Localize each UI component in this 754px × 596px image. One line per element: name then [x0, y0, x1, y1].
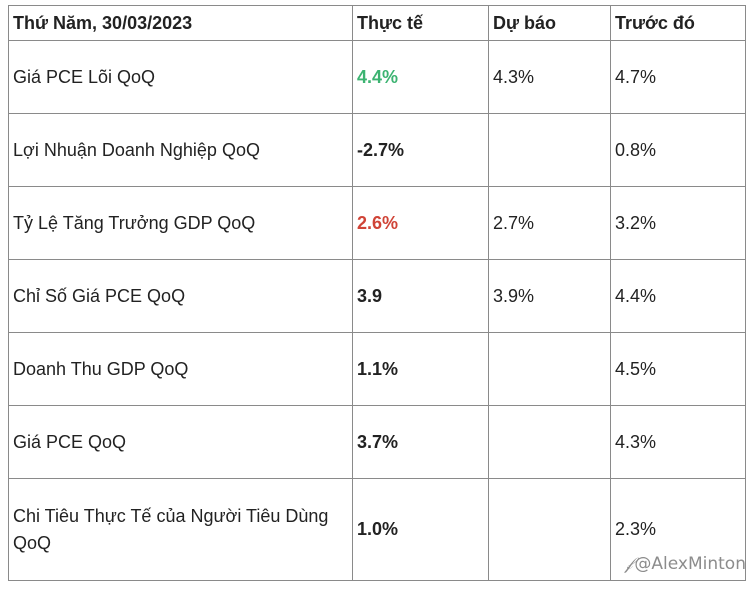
- actual-value: 2.6%: [352, 186, 489, 260]
- table-row: Doanh Thu GDP QoQ 1.1% 4.5%: [8, 332, 746, 406]
- forecast-value: [488, 478, 611, 581]
- header-actual: Thực tế: [352, 5, 489, 41]
- table-row: Tỷ Lệ Tăng Trưởng GDP QoQ 2.6% 2.7% 3.2%: [8, 186, 746, 260]
- indicator-name: Tỷ Lệ Tăng Trưởng GDP QoQ: [8, 186, 353, 260]
- table-row: Chỉ Số Giá PCE QoQ 3.9 3.9% 4.4%: [8, 259, 746, 333]
- previous-value: 4.3%: [610, 405, 746, 479]
- watermark-text: @AlexMinton: [634, 554, 746, 574]
- previous-value: 0.8%: [610, 113, 746, 187]
- actual-value: 1.1%: [352, 332, 489, 406]
- previous-value: 2.3%: [610, 478, 746, 581]
- previous-value: 4.4%: [610, 259, 746, 333]
- header-forecast: Dự báo: [488, 5, 611, 41]
- actual-value: 3.7%: [352, 405, 489, 479]
- forecast-value: 2.7%: [488, 186, 611, 260]
- table-row: Lợi Nhuận Doanh Nghiệp QoQ -2.7% 0.8%: [8, 113, 746, 187]
- indicator-name: Chỉ Số Giá PCE QoQ: [8, 259, 353, 333]
- indicator-name: Lợi Nhuận Doanh Nghiệp QoQ: [8, 113, 353, 187]
- previous-value: 3.2%: [610, 186, 746, 260]
- indicator-name: Giá PCE QoQ: [8, 405, 353, 479]
- watermark: 𝒻 @AlexMinton: [625, 554, 746, 574]
- header-previous: Trước đó: [610, 5, 746, 41]
- previous-value: 4.7%: [610, 40, 746, 114]
- zhihu-logo-icon: 𝒻: [624, 554, 633, 574]
- actual-value: 4.4%: [352, 40, 489, 114]
- indicator-name: Chi Tiêu Thực Tế của Người Tiêu Dùng QoQ: [8, 478, 353, 581]
- actual-value: 3.9: [352, 259, 489, 333]
- actual-value: -2.7%: [352, 113, 489, 187]
- table-row: Giá PCE QoQ 3.7% 4.3%: [8, 405, 746, 479]
- economic-calendar-table: Thứ Năm, 30/03/2023 Thực tế Dự báo Trước…: [8, 5, 746, 581]
- forecast-value: [488, 113, 611, 187]
- indicator-name: Doanh Thu GDP QoQ: [8, 332, 353, 406]
- actual-value: 1.0%: [352, 478, 489, 581]
- table-row: Giá PCE Lõi QoQ 4.4% 4.3% 4.7%: [8, 40, 746, 114]
- forecast-value: [488, 332, 611, 406]
- header-date: Thứ Năm, 30/03/2023: [8, 5, 353, 41]
- forecast-value: [488, 405, 611, 479]
- previous-value: 4.5%: [610, 332, 746, 406]
- indicator-name: Giá PCE Lõi QoQ: [8, 40, 353, 114]
- forecast-value: 4.3%: [488, 40, 611, 114]
- table-row: Chi Tiêu Thực Tế của Người Tiêu Dùng QoQ…: [8, 478, 746, 581]
- header-row: Thứ Năm, 30/03/2023 Thực tế Dự báo Trước…: [8, 5, 746, 41]
- forecast-value: 3.9%: [488, 259, 611, 333]
